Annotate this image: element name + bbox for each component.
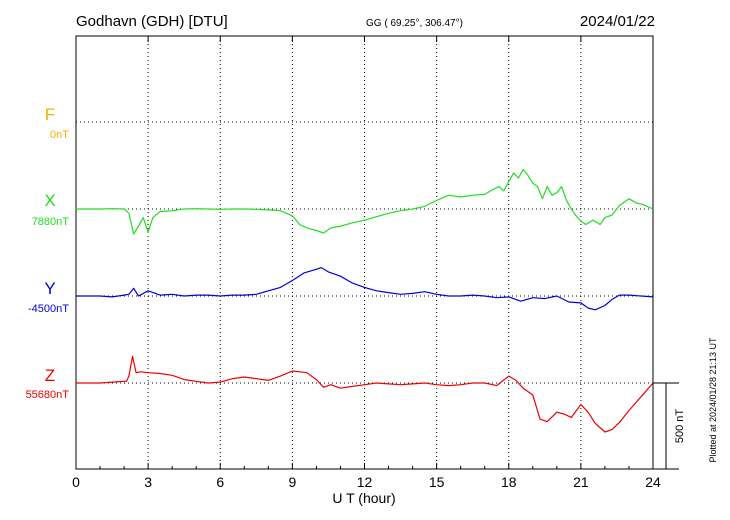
scale-bar-label: 500 nT: [674, 409, 686, 444]
component-label-x: X: [44, 191, 55, 210]
plotted-timestamp: Plotted at 2024/01/28 21:13 UT: [708, 337, 718, 463]
trace-z: [76, 355, 654, 433]
x-tick-label: 21: [573, 474, 589, 490]
plot-date: 2024/01/22: [580, 13, 655, 30]
component-baseline-f: 0nT: [50, 129, 69, 141]
x-tick-label: 0: [72, 474, 80, 490]
component-label-f: F: [45, 105, 55, 124]
x-tick-label: 9: [288, 474, 296, 490]
component-label-z: Z: [45, 366, 55, 385]
x-tick-label: 3: [144, 474, 152, 490]
station-title: Godhavn (GDH) [DTU]: [76, 13, 228, 30]
scale-bar: 500 nT: [653, 382, 686, 470]
x-axis-label: U T (hour): [332, 490, 395, 506]
data-traces: [76, 168, 654, 433]
x-tick-label: 24: [645, 474, 661, 490]
x-tick-label: 12: [357, 474, 373, 490]
station-coords: GG ( 69.25°, 306.47°): [366, 18, 463, 29]
x-tick-label: 6: [216, 474, 224, 490]
x-tick-label: 18: [501, 474, 517, 490]
x-tick-label: 15: [429, 474, 445, 490]
trace-x: [76, 168, 654, 235]
component-labels: F 0nT X 7880nT Y -4500nT Z 55680nT: [26, 105, 70, 401]
component-baseline-z: 55680nT: [26, 389, 70, 401]
component-label-y: Y: [44, 279, 55, 298]
component-baseline-x: 7880nT: [32, 216, 70, 228]
component-baseline-y: -4500nT: [28, 303, 69, 315]
grid-lines: [76, 36, 653, 469]
x-axis-ticks: 0 3 6 9 12 15 18 21 24: [72, 36, 661, 490]
trace-y: [76, 267, 654, 311]
